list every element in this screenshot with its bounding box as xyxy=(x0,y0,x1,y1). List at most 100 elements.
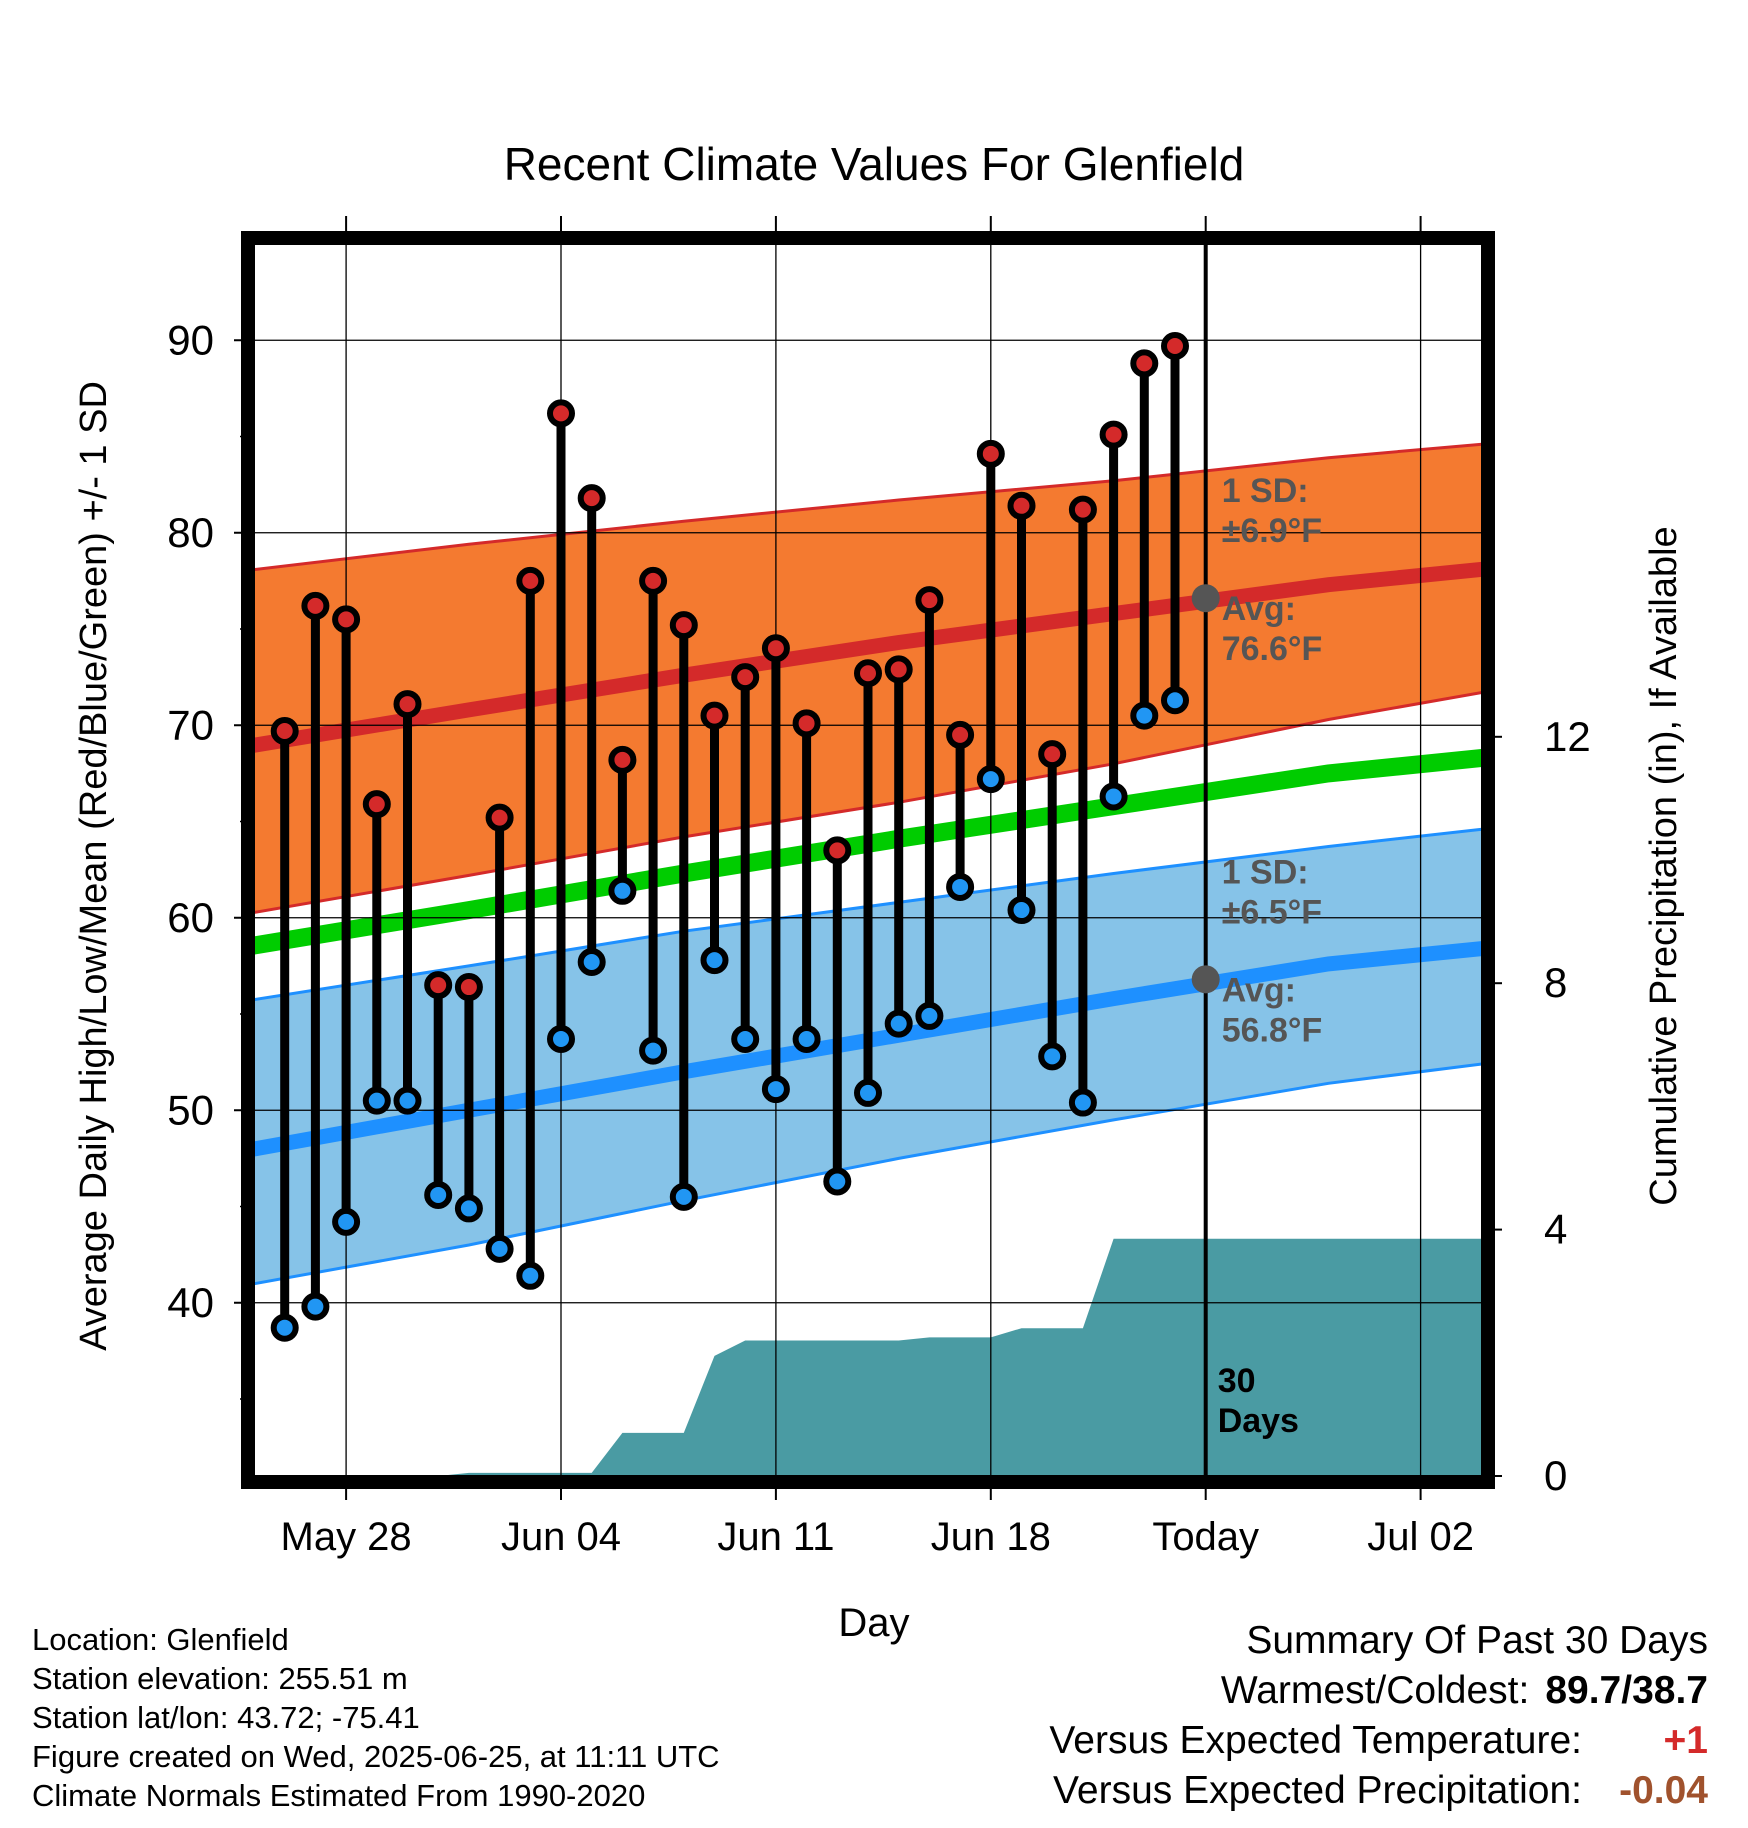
daily-low-point xyxy=(761,1075,790,1104)
y-tick-label: 40 xyxy=(167,1279,214,1326)
low-sd-annotation: 1 SD: ±6.5°F xyxy=(1222,853,1322,931)
daily-low-point xyxy=(332,1207,361,1236)
daily-low-point xyxy=(946,872,975,901)
y-axis-label: Average Daily High/Low/Mean (Red/Blue/Gr… xyxy=(73,381,115,1351)
daily-high-point xyxy=(301,591,330,620)
daily-low-point xyxy=(1038,1042,1067,1071)
daily-low-point xyxy=(915,1001,944,1030)
low-avg-annotation: Avg: 56.8°F xyxy=(1222,971,1323,1049)
daily-high-point xyxy=(639,566,668,595)
daily-high-point xyxy=(1161,332,1189,361)
summary-warmest-row: Warmest/Coldest: 89.7/38.7 xyxy=(1049,1666,1708,1716)
daily-low-point xyxy=(1007,896,1036,925)
high-sd-upper-line xyxy=(254,442,1482,572)
daily-low-point xyxy=(1130,701,1159,730)
precip-anomaly-label: Versus Expected Precipitation: xyxy=(1053,1769,1582,1812)
daily-high-point xyxy=(516,566,545,595)
daily-low-point xyxy=(700,946,729,975)
station-elevation: Station elevation: 255.51 m xyxy=(32,1661,408,1696)
y-tick-label: 60 xyxy=(167,894,214,941)
summary-temp-row: Versus Expected Temperature: +1 xyxy=(1049,1716,1708,1766)
daily-low-point xyxy=(884,1009,913,1038)
today-avg-low-marker xyxy=(1191,965,1220,994)
daily-low-point xyxy=(639,1036,668,1065)
plot-content: 1 SD: ±6.9°F Avg: 76.6°F 1 SD: ±6.5°F Avg: 56.8… xyxy=(254,244,1482,1476)
daily-low-point xyxy=(362,1086,391,1115)
daily-high-point xyxy=(669,611,698,640)
avg-high-line xyxy=(254,561,1482,753)
daily-high-point xyxy=(1038,740,1067,769)
station-latlon: Station lat/lon: 43.72; -75.41 xyxy=(32,1700,420,1735)
today-avg-high-marker xyxy=(1191,584,1220,613)
daily-high-point xyxy=(547,399,575,428)
summary-title: Summary Of Past 30 Days xyxy=(1246,1619,1708,1662)
x-tick-label: Jul 02 xyxy=(1367,1515,1474,1559)
y-tick-label: 90 xyxy=(167,316,214,363)
daily-high-point xyxy=(884,655,913,684)
daily-high-point xyxy=(485,803,514,832)
daily-low-point xyxy=(454,1194,483,1223)
x-tick-label: Jun 11 xyxy=(717,1515,834,1559)
high-avg-annotation: Avg: 76.6°F xyxy=(1222,590,1323,668)
x-tick-label: Today xyxy=(1152,1515,1259,1559)
daily-low-point xyxy=(823,1167,852,1196)
y-tick-label: 50 xyxy=(167,1086,214,1133)
daily-high-point xyxy=(976,439,1005,468)
daily-low-point xyxy=(393,1086,422,1115)
summary-precip-row: Versus Expected Precipitation: -0.04 xyxy=(1049,1766,1708,1816)
x-tick-label: Jun 18 xyxy=(931,1515,1051,1559)
daily-high-point xyxy=(1099,420,1128,449)
daily-high-point xyxy=(915,586,944,615)
today-window-label: 30 Days xyxy=(1218,1362,1299,1440)
daily-low-point xyxy=(270,1313,299,1342)
daily-low-point xyxy=(516,1261,545,1290)
daily-low-point xyxy=(485,1234,514,1263)
y-tick-label: 70 xyxy=(167,701,214,748)
daily-high-point xyxy=(946,720,975,749)
daily-high-point xyxy=(1007,491,1036,520)
y-right-tick-label: 4 xyxy=(1544,1206,1567,1253)
daily-low-point xyxy=(854,1078,882,1107)
high-sd-annotation: 1 SD: ±6.9°F xyxy=(1222,472,1322,550)
daily-high-point xyxy=(1068,495,1097,524)
daily-high-point xyxy=(761,634,790,663)
daily-low-point xyxy=(1161,686,1189,715)
y-axis-label-right: Cumulative Precipitation (in), If Availa… xyxy=(1643,526,1685,1205)
warmest-value: 89.7/38.7 xyxy=(1545,1669,1708,1712)
daily-high-point xyxy=(700,701,729,730)
station-info: Location: Glenfield Station elevation: 2… xyxy=(32,1620,720,1815)
daily-high-point xyxy=(454,973,483,1002)
daily-low-point xyxy=(547,1025,575,1054)
warmest-label: Warmest/Coldest: xyxy=(1220,1669,1530,1712)
daily-high-point xyxy=(608,745,637,774)
daily-low-point xyxy=(731,1025,760,1054)
station-location: Location: Glenfield xyxy=(32,1622,289,1657)
daily-low-point xyxy=(1099,782,1128,811)
chart-title: Recent Climate Values For Glenfield xyxy=(504,138,1245,190)
daily-high-point xyxy=(731,663,760,692)
daily-high-point xyxy=(393,690,422,719)
daily-high-point xyxy=(332,605,361,634)
daily-low-point xyxy=(1068,1088,1097,1117)
temp-anomaly-label: Versus Expected Temperature: xyxy=(1049,1719,1582,1762)
daily-high-point xyxy=(823,836,852,865)
daily-high-point xyxy=(1130,349,1159,378)
daily-low-point xyxy=(792,1025,821,1054)
daily-low-point xyxy=(577,948,606,977)
figure-created: Figure created on Wed, 2025-06-25, at 11… xyxy=(32,1739,720,1774)
daily-high-point xyxy=(854,659,882,688)
temp-anomaly-value: +1 xyxy=(1663,1719,1708,1762)
precip-anomaly-value: -0.04 xyxy=(1619,1769,1708,1812)
x-tick-label: Jun 04 xyxy=(501,1515,621,1559)
daily-low-point xyxy=(301,1292,330,1321)
daily-high-point xyxy=(362,790,391,819)
y-right-tick-label: 12 xyxy=(1544,713,1591,760)
daily-high-point xyxy=(270,717,299,746)
y-right-tick-label: 8 xyxy=(1544,959,1567,1006)
summary-panel: Summary Of Past 30 Days Warmest/Coldest:… xyxy=(1049,1616,1708,1816)
daily-high-point xyxy=(792,709,821,738)
x-axis-label: Day xyxy=(838,1601,909,1645)
daily-high-point xyxy=(424,971,453,1000)
x-tick-label: May 28 xyxy=(281,1515,412,1559)
